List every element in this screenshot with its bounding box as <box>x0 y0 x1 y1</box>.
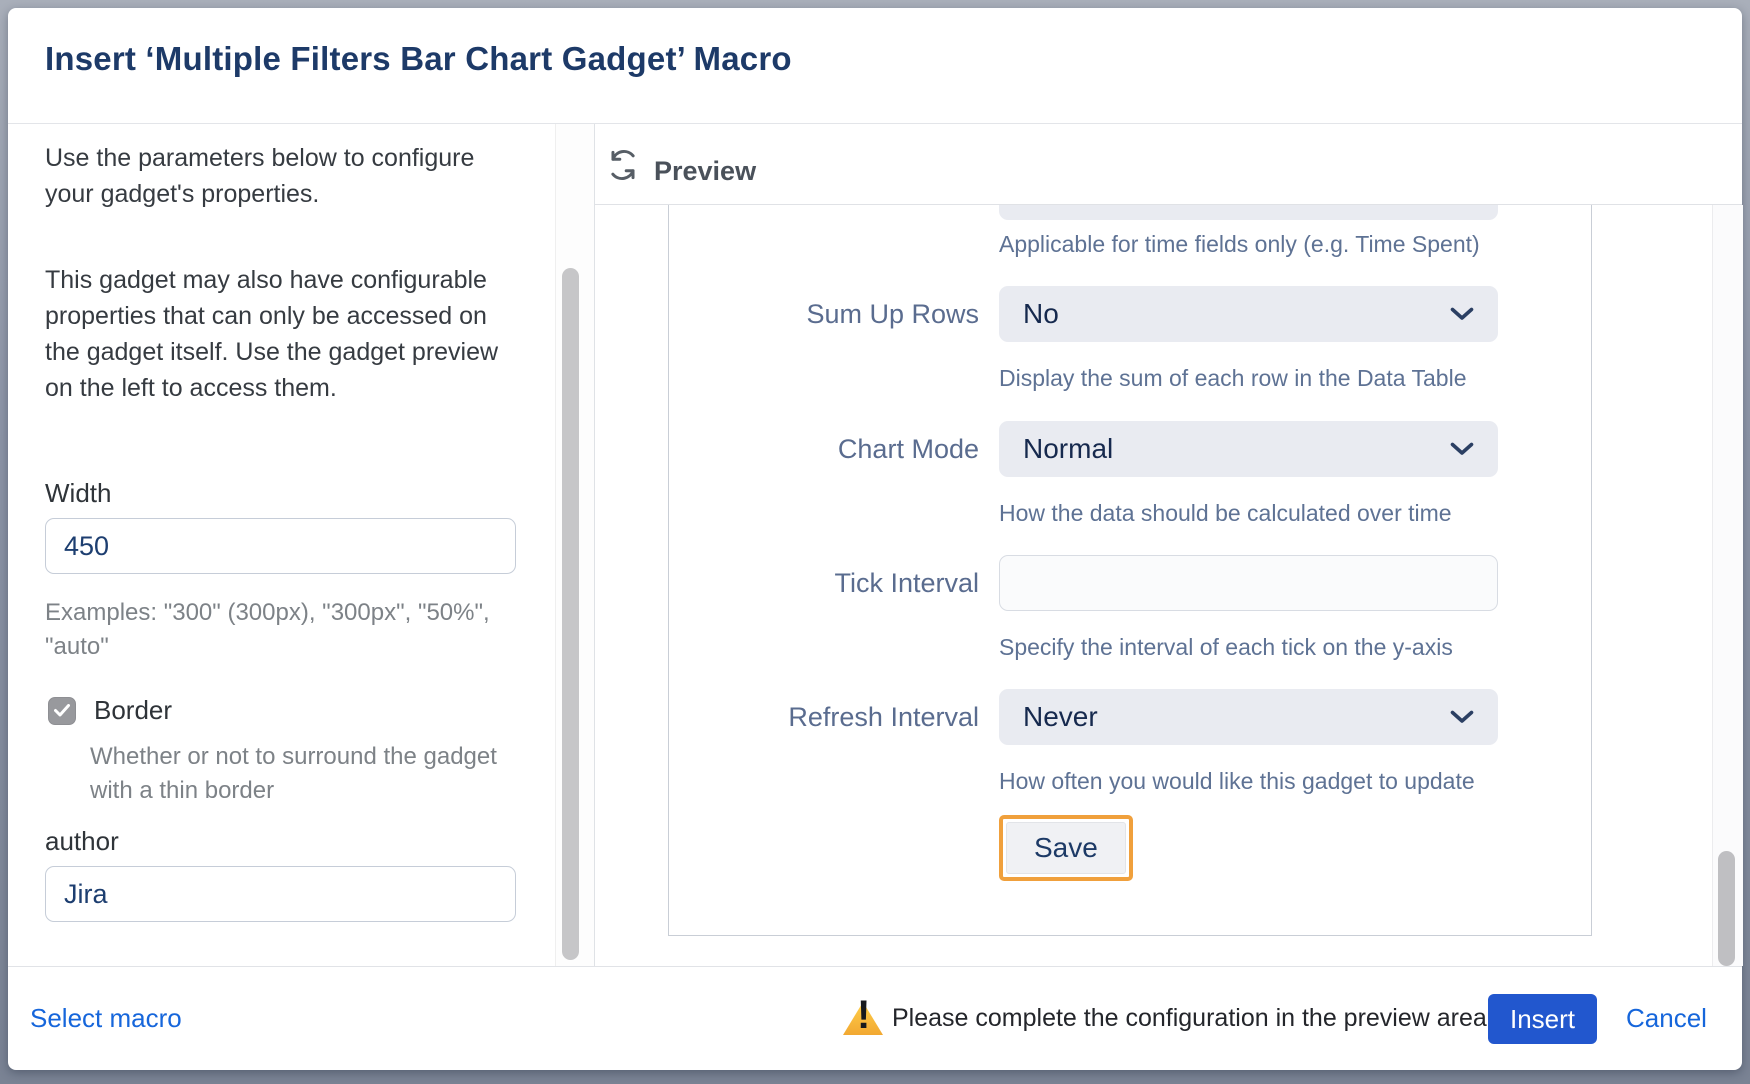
width-input[interactable] <box>45 518 516 574</box>
chevron-down-icon <box>1450 710 1474 723</box>
left-panel-intro-1: Use the parameters below to configure yo… <box>45 144 475 208</box>
footer: Select macro ! Please complete the confi… <box>8 967 1742 1070</box>
warning-message: Please complete the configuration in the… <box>892 1004 1535 1032</box>
save-button[interactable]: Save <box>1006 822 1126 874</box>
field-help: How the data should be calculated over t… <box>999 500 1452 526</box>
cancel-link[interactable]: Cancel <box>1626 1003 1707 1033</box>
border-checkbox[interactable] <box>48 696 76 725</box>
field-help: Applicable for time fields only (e.g. Ti… <box>999 231 1480 257</box>
border-checkbox-label: Border <box>94 695 173 725</box>
chart-mode-label: Chart Mode <box>837 434 979 464</box>
preview-header-divider <box>595 204 1742 205</box>
left-panel-intro-2: This gadget may also have configurable p… <box>45 266 499 402</box>
field-help: How often you would like this gadget to … <box>999 768 1475 794</box>
field-help: Specify the interval of each tick on the… <box>999 634 1453 660</box>
clipped-select-field[interactable] <box>999 205 1498 220</box>
warning-exclamation: ! <box>857 993 871 1037</box>
dialog-title: Insert ‘Multiple Filters Bar Chart Gadge… <box>45 40 792 77</box>
author-field-label: author <box>45 826 119 856</box>
tick-interval-label: Tick Interval <box>834 568 979 598</box>
author-input[interactable] <box>45 866 516 922</box>
chart-mode-select[interactable]: Normal <box>999 421 1498 477</box>
footer-divider <box>8 966 1742 967</box>
panel-divider <box>594 124 595 966</box>
width-field-label: Width <box>45 478 112 508</box>
chevron-down-icon <box>1450 307 1474 320</box>
refresh-icon[interactable] <box>607 149 639 181</box>
insert-macro-dialog: Insert ‘Multiple Filters Bar Chart Gadge… <box>8 8 1743 1070</box>
select-macro-link[interactable]: Select macro <box>30 1003 182 1033</box>
refresh-interval-select[interactable]: Never <box>999 689 1498 745</box>
chevron-down-icon <box>1450 442 1474 455</box>
border-field-help: Whether or not to surround the gadget wi… <box>90 743 497 804</box>
preview-scrollbar-track[interactable] <box>1712 205 1743 966</box>
width-field-help: Examples: "300" (300px), "300px", "50%",… <box>45 599 490 660</box>
save-button-focus-ring: Save <box>999 815 1133 881</box>
refresh-interval-value: Never <box>1023 701 1098 732</box>
refresh-interval-label: Refresh Interval <box>788 702 979 732</box>
border-checkbox-row: Border <box>48 695 172 726</box>
sum-up-rows-label: Sum Up Rows <box>806 299 979 329</box>
chart-mode-value: Normal <box>1023 433 1114 464</box>
preview-header-label: Preview <box>654 156 757 186</box>
left-panel-scrollbar-thumb[interactable] <box>562 268 579 960</box>
sum-up-rows-value: No <box>1023 298 1059 329</box>
title-divider <box>8 123 1742 124</box>
tick-interval-input[interactable] <box>999 555 1498 611</box>
warning-icon: ! <box>843 995 883 1035</box>
sum-up-rows-select[interactable]: No <box>999 286 1498 342</box>
check-icon <box>54 704 70 717</box>
insert-button[interactable]: Insert <box>1488 994 1598 1044</box>
preview-config-box: Applicable for time fields only (e.g. Ti… <box>668 205 1592 936</box>
field-help: Display the sum of each row in the Data … <box>999 365 1467 391</box>
preview-scrollbar-thumb[interactable] <box>1718 851 1735 966</box>
